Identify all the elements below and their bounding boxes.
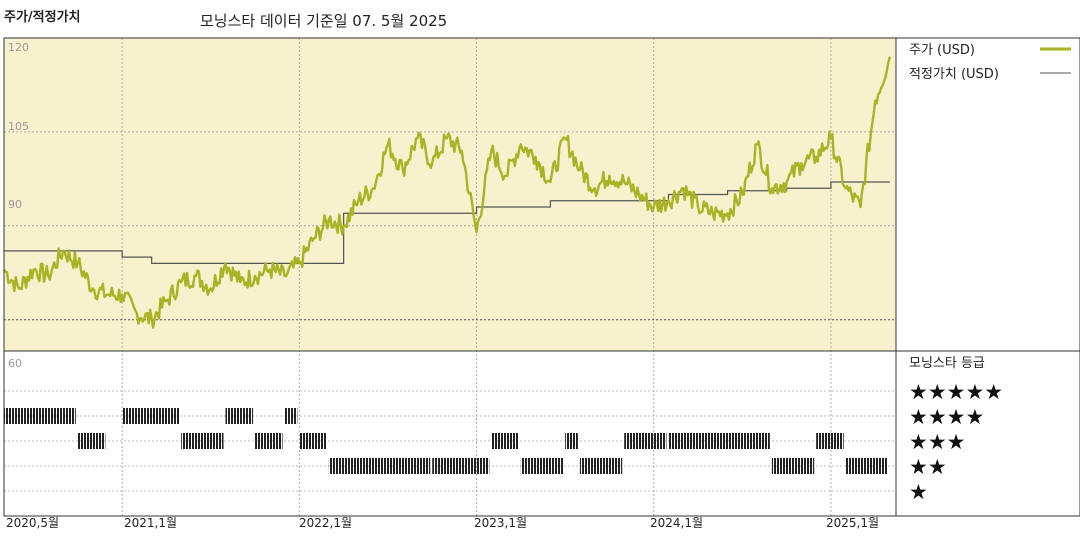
x-tick-labels: 2020,5월 2021,1월 2022,1월 2023,1월 2024,1월 … (6, 516, 879, 530)
fair-value-series (4, 181, 890, 264)
x-tick-label: 2022,1월 (299, 516, 352, 530)
y-tick-label: 105 (8, 120, 29, 133)
x-tick-label: 2025,1월 (826, 516, 879, 530)
rating-segment (299, 433, 327, 449)
rating-segment (845, 458, 888, 474)
rating-1-star: ★ (909, 480, 928, 504)
rating-segment (816, 433, 844, 449)
legend-price-label: 주가 (USD) (909, 43, 975, 58)
legend-fair-value-label: 적정가치 (USD) (909, 67, 999, 82)
rating-segment (624, 433, 667, 449)
rating-legend-title: 모닝스타 등급 (909, 356, 985, 371)
price-line (3, 56, 892, 329)
x-tick-label: 2021,1월 (124, 516, 177, 530)
rating-segment (668, 433, 770, 449)
rating-5-stars: ★★★★★ (909, 380, 1003, 404)
y-tick-label: 120 (8, 41, 29, 54)
chart-frame (3, 37, 1080, 517)
rating-4-stars: ★★★★ (909, 405, 984, 429)
rating-segment (520, 458, 564, 474)
x-tick-label: 2023,1월 (474, 516, 527, 530)
rating-segment (328, 458, 431, 474)
rating-segment (4, 408, 76, 424)
rating-segment (225, 408, 254, 424)
price-panel-background (4, 38, 896, 351)
rating-segment (432, 458, 490, 474)
rating-segment (579, 458, 623, 474)
rating-3-stars: ★★★ (909, 430, 965, 454)
rating-segment (122, 408, 180, 424)
rating-segment (77, 433, 106, 449)
y-tick-label: 90 (8, 198, 22, 211)
rating-segment (565, 433, 578, 449)
fair-value-line (4, 181, 890, 264)
rating-segment (284, 408, 298, 424)
rating-segment (181, 433, 224, 449)
rating-2-stars: ★★ (909, 455, 947, 479)
x-tick-label: 2024,1월 (650, 516, 703, 530)
chart-title: 주가/적정가치 (4, 10, 81, 25)
rating-segment (771, 458, 815, 474)
rating-segment (491, 433, 519, 449)
rating-segment (255, 433, 283, 449)
rating-y-tick-label: 60 (8, 357, 22, 370)
rating-bars (4, 408, 888, 474)
price-series (3, 56, 892, 329)
data-date-subtitle: 모닝스타 데이터 기준일 07. 5월 2025 (200, 12, 448, 30)
x-tick-label: 2020,5월 (6, 516, 59, 530)
